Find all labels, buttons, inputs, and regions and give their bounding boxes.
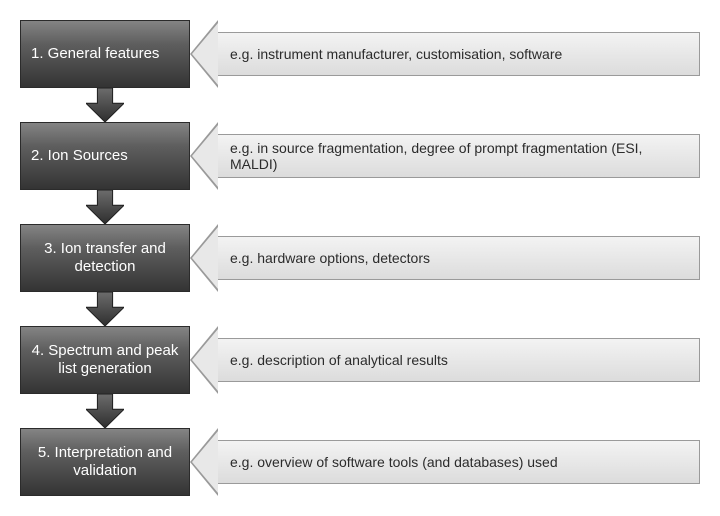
callout-text: e.g. in source fragmentation, degree of … [218,134,700,178]
flow-row-4: 4. Spectrum and peak list generation e.g.… [20,326,700,394]
step-box-1: 1. General features [20,20,190,88]
step-box-2: 2. Ion Sources [20,122,190,190]
flow-row-1: 1. General features e.g. instrument manuf… [20,20,700,88]
step-label: 5. Interpretation and validation [31,444,179,480]
step-box-5: 5. Interpretation and validation [20,428,190,496]
flow-row-2: 2. Ion Sources e.g. in source fragmentati… [20,122,700,190]
step-box-4: 4. Spectrum and peak list generation [20,326,190,394]
down-arrow-icon [20,394,190,428]
callout-text: e.g. overview of software tools (and dat… [218,440,700,484]
callout-text: e.g. instrument manufacturer, customisat… [218,32,700,76]
flowchart: 1. General features e.g. instrument manuf… [20,20,700,496]
flow-row-5: 5. Interpretation and validation e.g. ove… [20,428,700,496]
step-label: 1. General features [31,45,159,63]
step-label: 4. Spectrum and peak list generation [31,342,179,378]
down-arrow-icon [20,292,190,326]
callout-1: e.g. instrument manufacturer, customisat… [218,20,700,88]
down-arrow-icon [20,190,190,224]
callout-5: e.g. overview of software tools (and dat… [218,428,700,496]
callout-4: e.g. description of analytical results [218,326,700,394]
callout-text: e.g. hardware options, detectors [218,236,700,280]
callout-3: e.g. hardware options, detectors [218,224,700,292]
callout-2: e.g. in source fragmentation, degree of … [218,122,700,190]
step-box-3: 3. Ion transfer and detection [20,224,190,292]
flow-row-3: 3. Ion transfer and detection e.g. hardwa… [20,224,700,292]
step-label: 3. Ion transfer and detection [31,240,179,276]
down-arrow-icon [20,88,190,122]
step-label: 2. Ion Sources [31,147,128,165]
callout-text: e.g. description of analytical results [218,338,700,382]
